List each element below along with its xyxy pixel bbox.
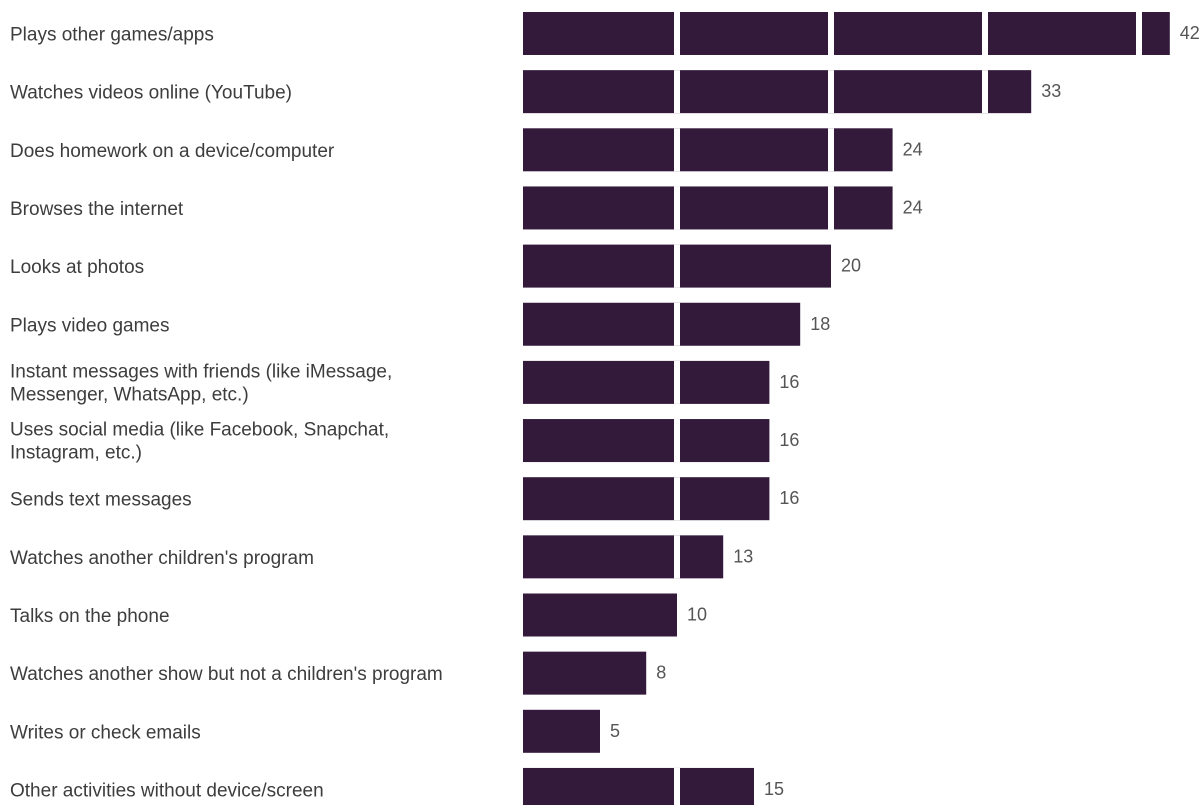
bar-segment-gap — [828, 128, 834, 172]
bar-row: Other activities without device/screen 15 — [10, 767, 784, 805]
category-label-line: Watches another children's program — [10, 548, 314, 569]
bar-row: Uses social media (like Facebook, Snapch… — [10, 419, 799, 464]
value-label: 20 — [841, 256, 861, 276]
category-label: Uses social media (like Facebook, Snapch… — [10, 420, 389, 464]
category-label: Browses the internet — [10, 199, 184, 220]
value-label: 15 — [764, 779, 784, 799]
bar-row: Plays video games 18 — [10, 302, 830, 346]
bar-segment-gap — [982, 70, 988, 114]
category-label-line: Looks at photos — [10, 257, 144, 278]
category-label: Talks on the phone — [10, 606, 170, 627]
bar — [523, 12, 1170, 55]
value-label: 10 — [687, 605, 707, 625]
bar — [523, 709, 600, 753]
value-label: 8 — [656, 663, 666, 683]
bar — [523, 477, 770, 521]
category-label: Does homework on a device/computer — [10, 141, 335, 162]
bar-row: Talks on the phone 10 — [10, 593, 707, 637]
bar-row: Writes or check emails 5 — [10, 709, 620, 753]
bar — [523, 419, 770, 463]
category-label-line: Watches another show but not a children'… — [10, 664, 443, 685]
bar-segment-gap — [828, 186, 834, 230]
bar — [523, 128, 893, 172]
bar — [523, 593, 677, 637]
category-label: Watches videos online (YouTube) — [10, 83, 292, 104]
value-label: 16 — [779, 488, 799, 508]
bar — [523, 651, 647, 695]
category-label-line: Messenger, WhatsApp, etc.) — [10, 384, 249, 405]
value-label: 18 — [810, 314, 830, 334]
category-label: Plays video games — [10, 315, 169, 336]
category-label-line: Uses social media (like Facebook, Snapch… — [10, 420, 389, 441]
bar-segment-gap — [674, 535, 680, 579]
bar — [523, 535, 724, 579]
category-label: Writes or check emails — [10, 722, 201, 743]
category-label: Sends text messages — [10, 490, 192, 511]
bar-segment-gap — [674, 302, 680, 346]
category-label-line: Talks on the phone — [10, 606, 170, 627]
bar-segment-gap — [674, 767, 680, 805]
category-label-line: Writes or check emails — [10, 722, 201, 743]
bar — [523, 302, 801, 346]
value-label: 13 — [733, 546, 753, 566]
bar-segment-gap — [674, 419, 680, 463]
value-label: 24 — [903, 197, 923, 217]
category-label-line: Other activities without device/screen — [10, 780, 324, 801]
category-label-line: Sends text messages — [10, 490, 192, 511]
bar-row: Sends text messages 16 — [10, 477, 799, 521]
bar-row: Does homework on a device/computer 24 — [10, 128, 923, 172]
bar-segment-gap — [674, 128, 680, 172]
category-label: Instant messages with friends (like iMes… — [10, 361, 392, 405]
category-label-line: Watches videos online (YouTube) — [10, 83, 292, 104]
bar-row: Instant messages with friends (like iMes… — [10, 360, 799, 405]
category-label-line: Does homework on a device/computer — [10, 141, 335, 162]
bar-row: Watches another children's program 13 — [10, 535, 753, 579]
bar-row: Watches videos online (YouTube) 33 — [10, 70, 1061, 114]
bar — [523, 70, 1032, 114]
value-label: 16 — [779, 372, 799, 392]
category-label: Watches another show but not a children'… — [10, 664, 443, 685]
bar-segment-gap — [982, 12, 988, 55]
bar-row: Browses the internet 24 — [10, 186, 923, 230]
value-label: 16 — [779, 430, 799, 450]
bar — [523, 360, 770, 404]
bar-segment-gap — [828, 12, 834, 55]
bar-segment-gap — [1136, 12, 1142, 55]
category-label: Watches another children's program — [10, 548, 314, 569]
category-label-line: Instant messages with friends (like iMes… — [10, 361, 392, 382]
bar-segment-gap — [674, 186, 680, 230]
value-label: 42 — [1180, 23, 1200, 43]
bar-row: Watches another show but not a children'… — [10, 651, 666, 695]
category-label-line: Browses the internet — [10, 199, 184, 220]
category-label-line: Plays video games — [10, 315, 169, 336]
bar-segment-gap — [828, 70, 834, 114]
category-label: Looks at photos — [10, 257, 144, 278]
bar-segment-gap — [674, 70, 680, 114]
bar-segment-gap — [674, 244, 680, 288]
bar — [523, 186, 893, 230]
category-label: Other activities without device/screen — [10, 780, 324, 801]
value-label: 5 — [610, 721, 620, 741]
value-label: 33 — [1041, 81, 1061, 101]
bar-segment-gap — [674, 360, 680, 404]
bar-segment-gap — [674, 12, 680, 55]
value-label: 24 — [903, 139, 923, 159]
bar-row: Looks at photos 20 — [10, 244, 861, 288]
category-label-line: Plays other games/apps — [10, 25, 214, 46]
bar-segment-gap — [674, 477, 680, 521]
category-label-line: Instagram, etc.) — [10, 443, 142, 464]
category-label: Plays other games/apps — [10, 25, 214, 46]
bar — [523, 767, 754, 805]
bar-row: Plays other games/apps 42 — [10, 12, 1200, 55]
